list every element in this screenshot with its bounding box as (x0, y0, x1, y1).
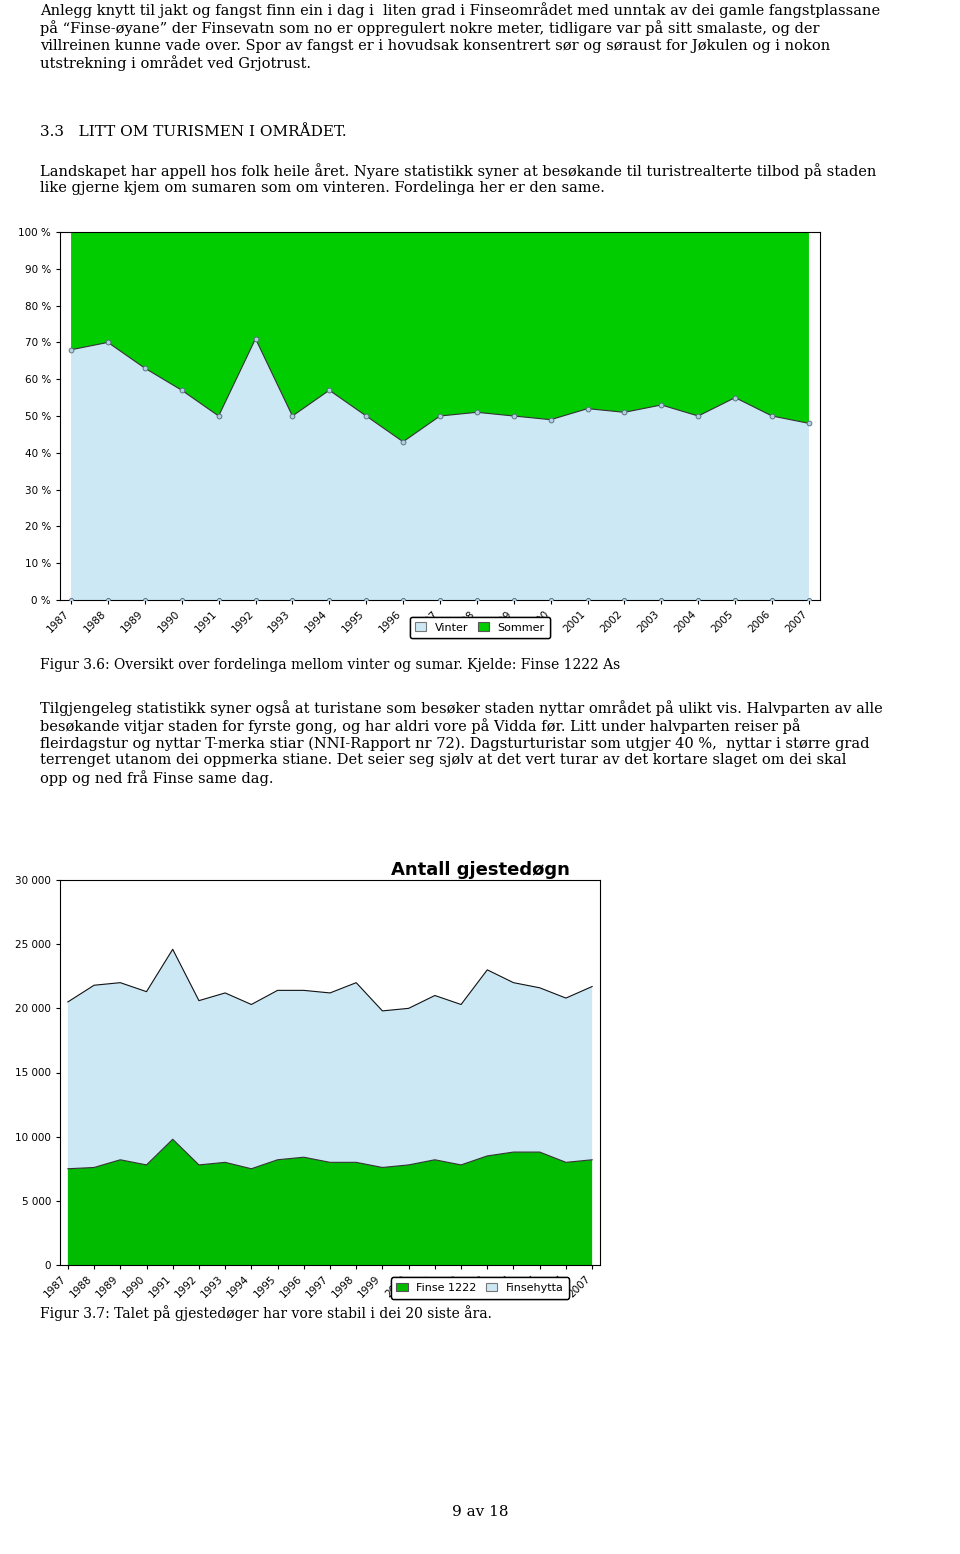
Text: Landskapet har appell hos folk heile året. Nyare statistikk syner at besøkande t: Landskapet har appell hos folk heile åre… (40, 163, 876, 196)
Legend: Vinter, Sommer: Vinter, Sommer (410, 617, 550, 639)
Text: 3.3   LITT OM TURISMEN I OMRÅDET.: 3.3 LITT OM TURISMEN I OMRÅDET. (40, 124, 347, 138)
Legend: Finse 1222, Finsehytta: Finse 1222, Finsehytta (391, 1277, 569, 1299)
Text: Figur 3.7: Talet på gjestedøger har vore stabil i dei 20 siste åra.: Figur 3.7: Talet på gjestedøger har vore… (40, 1305, 492, 1321)
Text: Tilgjengeleg statistikk syner også at turistane som besøker staden nyttar område: Tilgjengeleg statistikk syner også at tu… (40, 699, 883, 786)
Text: Antall gjestedøgn: Antall gjestedøgn (391, 861, 569, 880)
Text: Figur 3.6: Oversikt over fordelinga mellom vinter og sumar. Kjelde: Finse 1222 A: Figur 3.6: Oversikt over fordelinga mell… (40, 657, 620, 671)
Text: 9 av 18: 9 av 18 (452, 1506, 508, 1520)
Text: Anlegg knytt til jakt og fangst finn ein i dag i  liten grad i Finseområdet med : Anlegg knytt til jakt og fangst finn ein… (40, 2, 880, 71)
